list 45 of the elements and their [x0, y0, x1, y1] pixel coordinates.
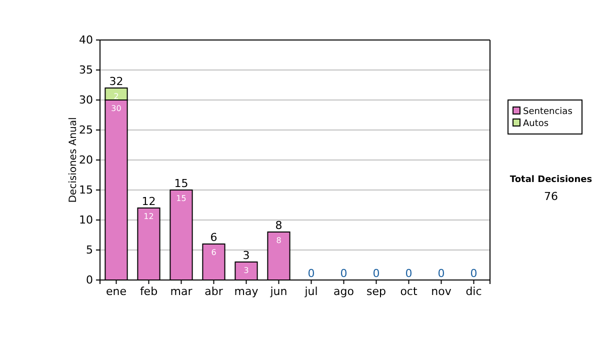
total-label: 0 [372, 267, 380, 280]
total-label: 15 [174, 177, 188, 190]
total-label: 0 [405, 267, 412, 280]
x-tick-label: nov [431, 284, 452, 298]
data-label: 12 [144, 212, 154, 221]
total-label: 6 [210, 231, 218, 244]
x-tick-label: ene [106, 284, 127, 298]
data-label: 30 [111, 104, 122, 113]
total-label: 0 [438, 267, 445, 280]
text: Total Decisiones [510, 175, 592, 185]
total-label: 0 [340, 267, 348, 280]
data-label: 15 [176, 194, 186, 203]
total-label: 0 [308, 267, 315, 280]
legend-label: Autos [523, 119, 549, 129]
text: 76 [544, 190, 558, 203]
total-label: 0 [470, 267, 478, 280]
x-tick-label: abr [204, 284, 224, 298]
y-tick-label: 10 [79, 214, 93, 227]
data-label: 3 [244, 266, 249, 275]
data-label: 2 [114, 92, 119, 101]
total-label: 8 [275, 219, 282, 232]
y-tick-label: 30 [79, 94, 93, 107]
x-tick-label: dic [466, 284, 482, 298]
total-label: 32 [109, 75, 124, 88]
data-label: 6 [211, 248, 216, 257]
x-tick-label: oct [400, 284, 418, 298]
legend-label: Sentencias [523, 107, 573, 117]
y-tick-label: 5 [86, 244, 93, 257]
y-tick-label: 20 [79, 154, 93, 167]
y-tick-label: 40 [79, 34, 93, 47]
x-tick-label: mar [170, 284, 193, 298]
x-tick-label: may [234, 284, 259, 298]
x-tick-label: ago [334, 284, 354, 298]
y-tick-label: 25 [79, 124, 93, 137]
x-tick-label: jun [269, 284, 288, 298]
x-tick-label: jul [304, 284, 318, 298]
total-label: 12 [142, 195, 156, 208]
y-tick-label: 15 [79, 184, 93, 197]
x-tick-label: sep [366, 284, 386, 298]
data-label: 8 [276, 236, 282, 245]
y-tick-label: 0 [86, 274, 93, 287]
y-axis-title: Decisiones Anual [68, 117, 79, 203]
y-tick-label: 35 [79, 64, 93, 77]
x-tick-label: feb [140, 284, 158, 298]
total-label: 3 [242, 249, 250, 262]
